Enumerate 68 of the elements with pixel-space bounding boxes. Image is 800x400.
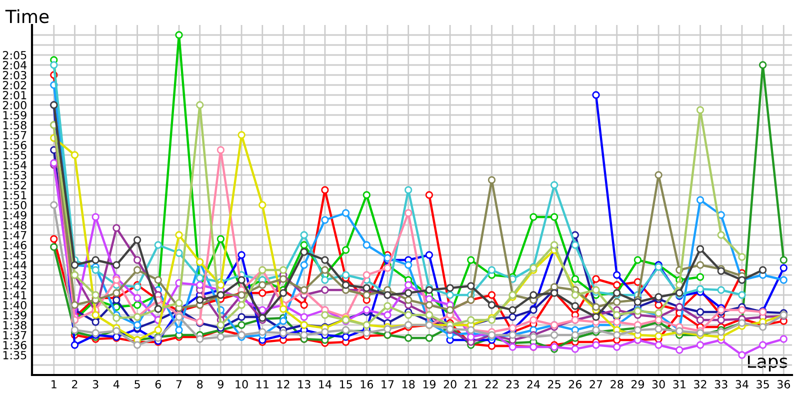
y-tick-label: 1:46	[3, 240, 26, 250]
x-tick-label: 6	[155, 380, 161, 388]
x-tick-label: 19	[423, 380, 436, 388]
x-tick-label: 32	[694, 380, 706, 388]
x-tick-label: 11	[256, 380, 268, 388]
y-tick-label: 1:35	[3, 350, 26, 360]
x-tick-label: 23	[506, 380, 519, 388]
y-tick-label: 1:44	[3, 261, 27, 270]
x-tick-label: 10	[236, 380, 248, 388]
y-tick-label: 1:58	[3, 120, 26, 130]
x-tick-label: 31	[673, 380, 686, 388]
x-tick-label: 22	[486, 380, 498, 388]
x-tick-label: 15	[340, 380, 352, 388]
y-tick-label: 1:54	[3, 161, 27, 170]
x-tick-label: 25	[548, 380, 560, 388]
y-tick-label: 2:05	[3, 50, 26, 60]
x-tick-label: 16	[360, 380, 374, 388]
y-tick-label: 1:49	[3, 210, 26, 220]
x-tick-label: 20	[444, 380, 456, 388]
y-tick-label: 1:56	[3, 140, 26, 150]
x-tick-label: 36	[777, 380, 790, 388]
x-tick-label: 30	[652, 380, 665, 388]
x-tick-label: 21	[464, 380, 477, 388]
x-tick-label: 5	[134, 380, 140, 388]
y-tick-label: 1:53	[3, 170, 26, 180]
y-tick-label: 2:01	[3, 90, 26, 100]
y-tick-label: 1:38	[3, 320, 26, 330]
y-tick-label: 1:50	[3, 200, 26, 210]
y-tick-label: 2:03	[3, 70, 26, 80]
x-tick-label: 27	[590, 380, 602, 388]
y-tick-label: 1:39	[3, 310, 26, 320]
x-tick-label: 18	[402, 380, 415, 388]
x-tick-label: 13	[298, 380, 310, 388]
x-tick-label: 34	[736, 380, 748, 388]
x-tick-label: 17	[382, 380, 394, 388]
y-tick-label: 1:42	[3, 280, 26, 290]
x-tick-label: 33	[714, 380, 728, 388]
y-tick-label: 2:00	[3, 100, 26, 110]
x-tick-label: 7	[176, 380, 182, 388]
x-tick-label: 12	[277, 380, 290, 388]
y-tick-label: 1:40	[3, 300, 26, 310]
y-tick-label: 1:51	[3, 191, 26, 200]
y-tick-label: 1:47	[3, 231, 26, 240]
x-tick-label: 29	[631, 380, 644, 388]
x-tick-label: 4	[113, 380, 120, 388]
x-tick-label: 1	[52, 380, 56, 388]
x-tick-label: 14	[319, 380, 332, 388]
y-tick-label: 1:52	[3, 180, 26, 190]
y-tick-label: 1:43	[3, 270, 26, 280]
y-tick-label: 1:59	[3, 110, 26, 120]
x-tick-label: 9	[218, 380, 224, 388]
y-tick-label: 1:37	[3, 330, 26, 340]
x-tick-label: 8	[197, 380, 203, 388]
x-tick-label: 2	[72, 380, 78, 388]
x-tick-label: 26	[568, 380, 582, 388]
y-tick-label: 1:55	[3, 151, 26, 160]
x-tick-label: 28	[610, 380, 624, 388]
y-tick-label: 1:45	[3, 251, 26, 260]
y-axis-title: Time	[5, 9, 49, 24]
x-tick-label: 24	[527, 380, 540, 388]
y-tick-label: 1:48	[3, 220, 26, 230]
y-tick-label: 2:02	[3, 80, 26, 90]
y-tick-label: 1:57	[3, 131, 26, 140]
y-tick-label: 1:41	[3, 291, 26, 300]
x-tick-label: 35	[756, 380, 769, 388]
y-tick-label: 1:36	[3, 340, 26, 350]
y-tick-label: 2:04	[3, 60, 27, 70]
x-tick-label: 3	[92, 380, 98, 388]
